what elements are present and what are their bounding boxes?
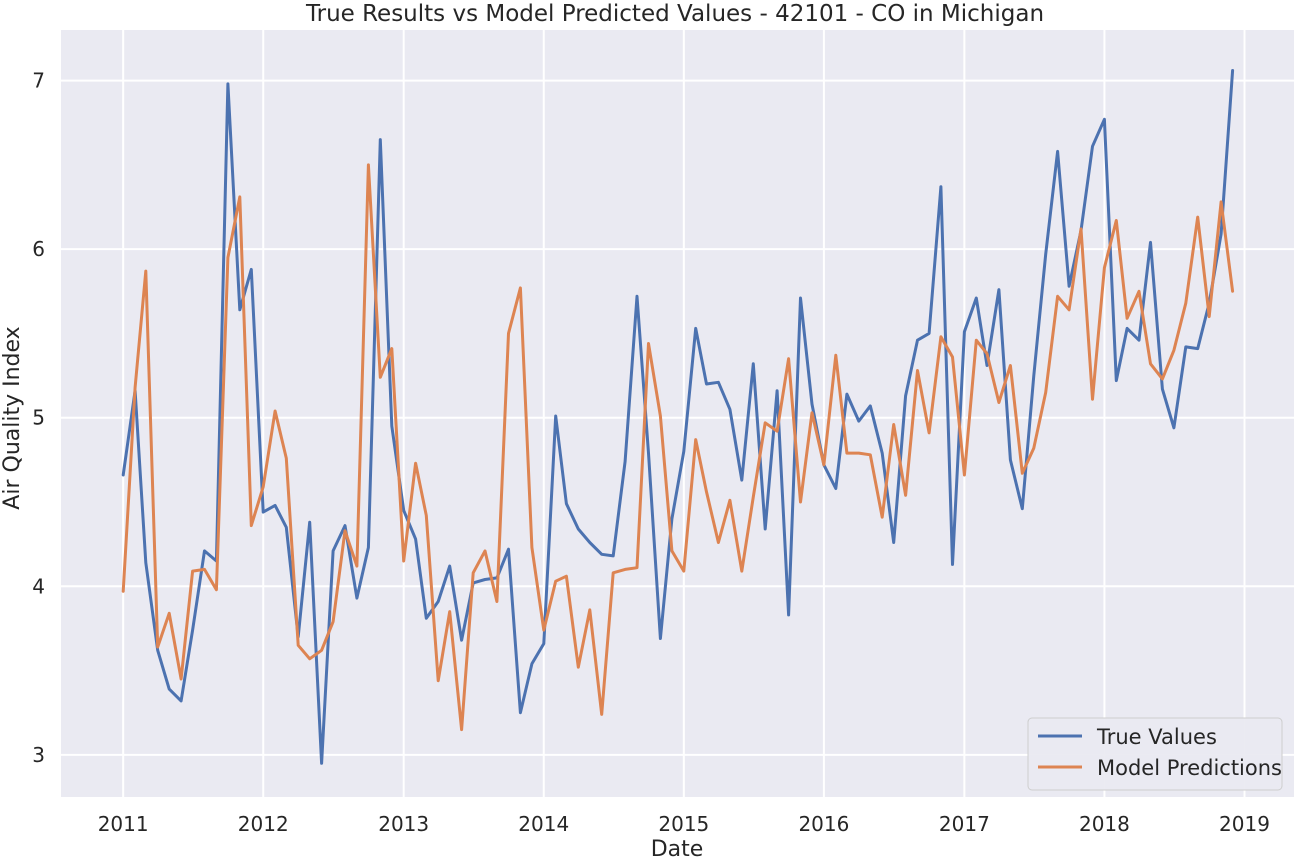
x-tick-label: 2013 — [378, 812, 429, 836]
x-tick-label: 2011 — [98, 812, 149, 836]
legend-label-model-predictions: Model Predictions — [1097, 756, 1282, 780]
y-tick-label: 7 — [32, 69, 45, 93]
y-tick-labels: 3 4 5 6 7 — [32, 69, 45, 767]
y-tick-label: 5 — [32, 406, 45, 430]
x-tick-label: 2017 — [939, 812, 990, 836]
chart-title: True Results vs Model Predicted Values -… — [305, 1, 1044, 27]
series-line-true-values — [121, 69, 1235, 765]
legend-box — [1027, 717, 1283, 791]
series-lines — [121, 69, 1235, 765]
x-tick-label: 2019 — [1219, 812, 1270, 836]
y-tick-label: 4 — [32, 574, 45, 598]
plot-background — [61, 30, 1294, 797]
x-tick-labels: 2011 2012 2013 2014 2015 2016 2017 2018 2019 — [98, 812, 1270, 836]
y-tick-label: 3 — [32, 743, 45, 767]
series-line-model-predictions — [121, 163, 1235, 732]
x-tick-label: 2014 — [518, 812, 569, 836]
legend: True Values Model Predictions — [1027, 717, 1283, 791]
x-tick-label: 2016 — [798, 812, 849, 836]
y-tick-label: 6 — [32, 237, 45, 261]
x-tick-label: 2018 — [1079, 812, 1130, 836]
x-tick-label: 2015 — [658, 812, 709, 836]
x-axis-label: Date — [651, 837, 704, 862]
x-tick-label: 2012 — [238, 812, 289, 836]
y-axis-label: Air Quality Index — [0, 326, 25, 509]
legend-label-true-values: True Values — [1096, 725, 1217, 749]
